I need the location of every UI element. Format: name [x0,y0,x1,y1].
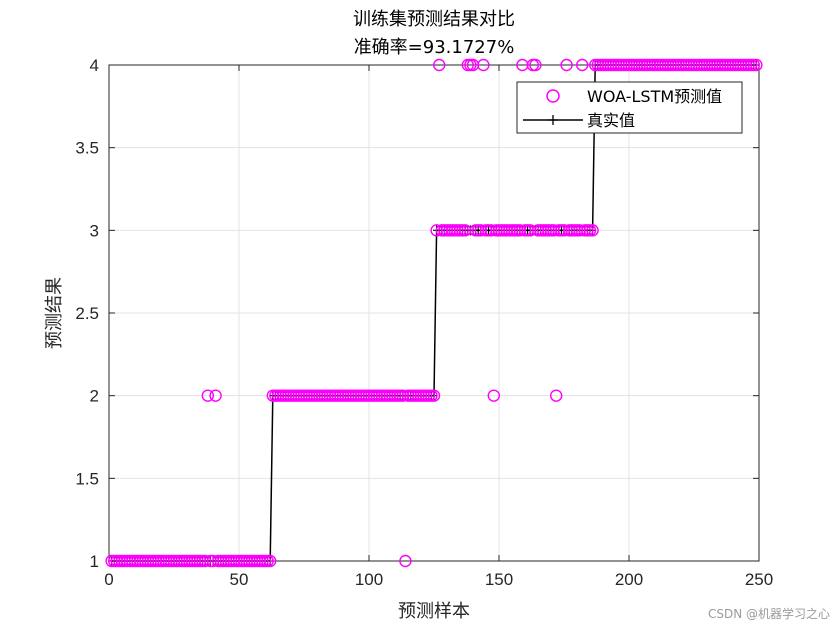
y-tick-label: 3 [90,221,99,240]
prediction-point [433,58,446,72]
x-tick-label: 100 [355,570,383,589]
prediction-point [209,389,222,402]
chart-title: 训练集预测结果对比 [353,9,515,30]
y-tick-label: 1.5 [75,469,99,488]
y-axis-label: 预测结果 [44,277,65,349]
legend-marker-truth [548,115,558,125]
prediction-point [550,389,563,402]
prediction-point [264,554,277,568]
y-tick-label: 2.5 [75,304,99,323]
prediction-point [477,58,490,72]
prediction-point [399,554,412,568]
x-tick-label: 50 [230,570,249,589]
x-tick-label: 150 [485,570,513,589]
prediction-series [105,58,763,568]
prediction-point [201,389,215,402]
prediction-point [487,389,500,402]
prediction-point [586,224,599,237]
x-tick-label: 250 [745,570,773,589]
prediction-point [427,389,441,402]
prediction-point [750,58,763,72]
x-tick-label: 0 [104,570,113,589]
prediction-point [529,58,542,72]
y-tick-labels: 1 1.5 2 2.5 3 3.5 4 [75,56,99,571]
y-tick-label: 1 [90,552,99,571]
y-tick-label: 3.5 [75,139,99,158]
prediction-point [576,58,589,72]
x-tick-label: 200 [615,570,643,589]
x-tick-labels: 0 50 100 150 200 250 [104,570,773,589]
legend: WOA-LSTM预测值 真实值 [516,81,743,134]
legend-label-truth: 真实值 [587,111,635,130]
x-axis-label: 预测样本 [398,601,470,622]
chart-subtitle: 准确率=93.1727% [354,37,515,58]
prediction-point [198,554,212,568]
y-tick-label: 2 [90,387,99,406]
y-tick-label: 4 [90,56,99,75]
legend-label-prediction: WOA-LSTM预测值 [587,87,722,106]
legend-marker-prediction [546,89,560,103]
watermark: CSDN @机器学习之心 [708,606,830,621]
prediction-point [560,58,573,72]
